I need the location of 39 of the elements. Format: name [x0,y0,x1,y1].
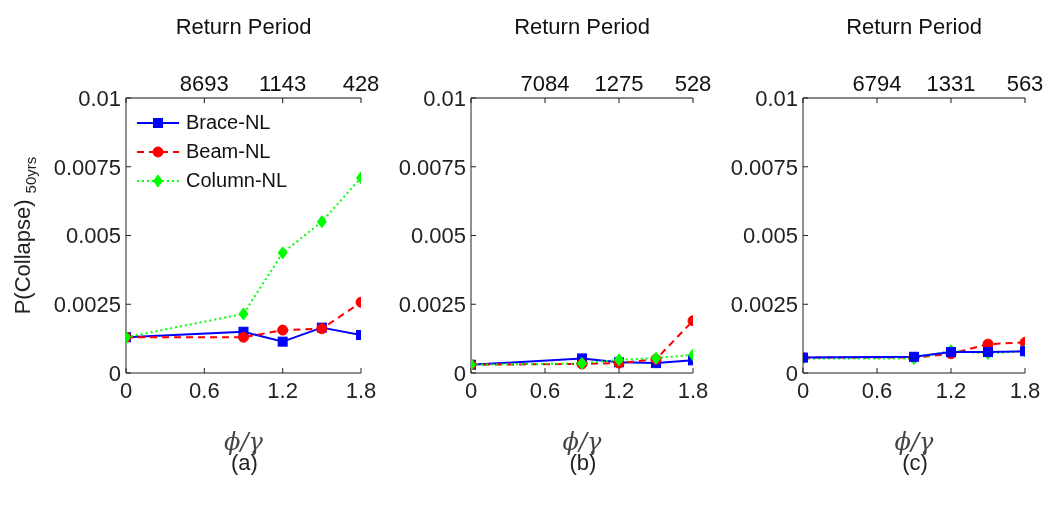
text: 1143 [259,71,307,96]
legend-label: Column-NL [186,168,288,193]
x-tick-label: 1.8 [345,377,377,403]
x2-axis-title: Return Period [846,13,982,39]
text: 7084 [520,71,570,96]
x-tick-label: 1.8 [1009,377,1041,403]
text: 6794 [852,71,902,96]
x-tick-label: 0.6 [189,377,220,403]
x-tick-label: 0.6 [529,377,561,403]
y-tick-label: 0.0075 [730,154,798,180]
x2-axis-title: Return Period [514,13,650,39]
x-tick-label: 1.2 [603,377,635,403]
x-tick-label: 1.2 [935,377,967,403]
x-tick-label: 0.6 [861,377,893,403]
y-tick-label: 0 [108,360,121,386]
text: 1331 [926,71,976,96]
y-tick-label: 0.005 [65,223,121,249]
y-tick-label: 0.0075 [398,154,466,180]
y-tick-label: 0.005 [410,223,466,249]
y-tick-label: 0.0025 [53,292,121,318]
x2-axis-title: Return Period [175,13,312,39]
y-tick-label: 0.0075 [53,154,121,180]
y-tick-label: 0.0025 [398,292,466,318]
text: 528 [674,71,712,96]
y-tick-label: 0.005 [742,223,798,249]
y-tick-label: 0.01 [78,85,121,111]
y-tick-label: 0 [785,360,798,386]
text: 8693 [179,71,229,96]
y-tick-label: 0.01 [755,85,798,111]
legend-label: Beam-NL [186,139,271,164]
legend-label: Brace-NL [186,110,271,135]
text: 428 [342,71,380,96]
x-tick-label: 1.2 [267,377,298,403]
x-tick-label: 1.8 [677,377,709,403]
y-tick-label: 0.01 [423,85,466,111]
text: 1275 [594,71,644,96]
y-tick-label: 0.0025 [730,292,798,318]
text: 563 [1006,71,1044,96]
y-tick-label: 0 [453,360,466,386]
